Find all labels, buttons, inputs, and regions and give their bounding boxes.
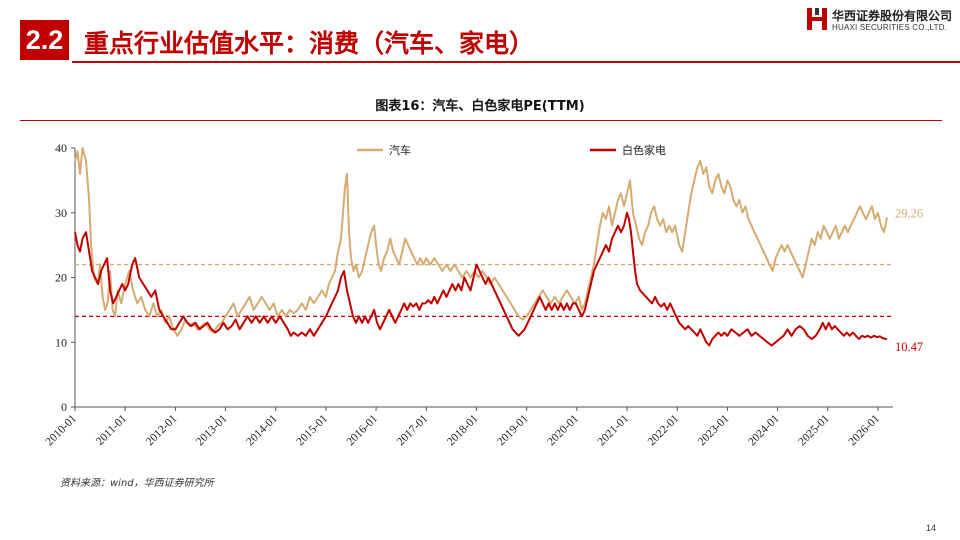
legend-label-auto: 汽车 [389,143,411,157]
x-tick-label: 2015-01 [294,412,330,448]
x-tick-label: 2024-01 [746,412,782,448]
x-tick-label: 2026-01 [846,412,882,448]
logo-text-en: HUAXI SECURITIES CO.,LTD. [832,23,948,32]
x-tick-label: 2021-01 [596,412,632,448]
section-badge: 2.2 [20,20,69,60]
x-tick-label: 2018-01 [445,412,481,448]
chart-caption: 图表16：汽车、白色家电PE(TTM) [375,99,585,114]
appliance-series-line [74,211,888,347]
y-tick-label: 40 [55,141,67,155]
huaxi-logo-icon [807,8,827,30]
page-title: 重点行业估值水平：消费（汽车、家电） [84,29,535,58]
y-tick-label: 20 [55,271,67,285]
logo-text-cn: 华西证券股份有限公司 [832,9,953,23]
x-tick-label: 2016-01 [345,412,381,448]
source-note: 资料来源：wind，华西证券研究所 [60,478,214,489]
y-tick-label: 0 [61,400,67,414]
y-tick-label: 10 [55,335,67,349]
appliance-last-value-label: 10.47 [895,340,923,354]
x-tick-label: 2011-01 [94,412,129,447]
x-tick-label: 2014-01 [244,412,280,448]
company-logo: 华西证券股份有限公司 HUAXI SECURITIES CO.,LTD. [806,6,956,36]
caption-divider [20,120,942,121]
x-tick-label: 2025-01 [796,412,832,448]
x-tick-label: 2010-01 [44,412,80,448]
x-tick-label: 2012-01 [144,412,180,448]
legend-label-appliance: 白色家电 [622,143,666,157]
x-tick-label: 2023-01 [696,412,732,448]
auto-series-line [74,147,888,337]
y-tick-label: 30 [55,206,67,220]
x-tick-label: 2022-01 [646,412,682,448]
x-tick-label: 2013-01 [194,412,230,448]
title-divider [72,61,960,63]
x-tick-label: 2017-01 [395,412,431,448]
x-tick-label: 2019-01 [495,412,531,448]
auto-last-value-label: 29.26 [895,207,923,221]
page-number: 14 [925,523,936,533]
x-tick-label: 2020-01 [545,412,581,448]
